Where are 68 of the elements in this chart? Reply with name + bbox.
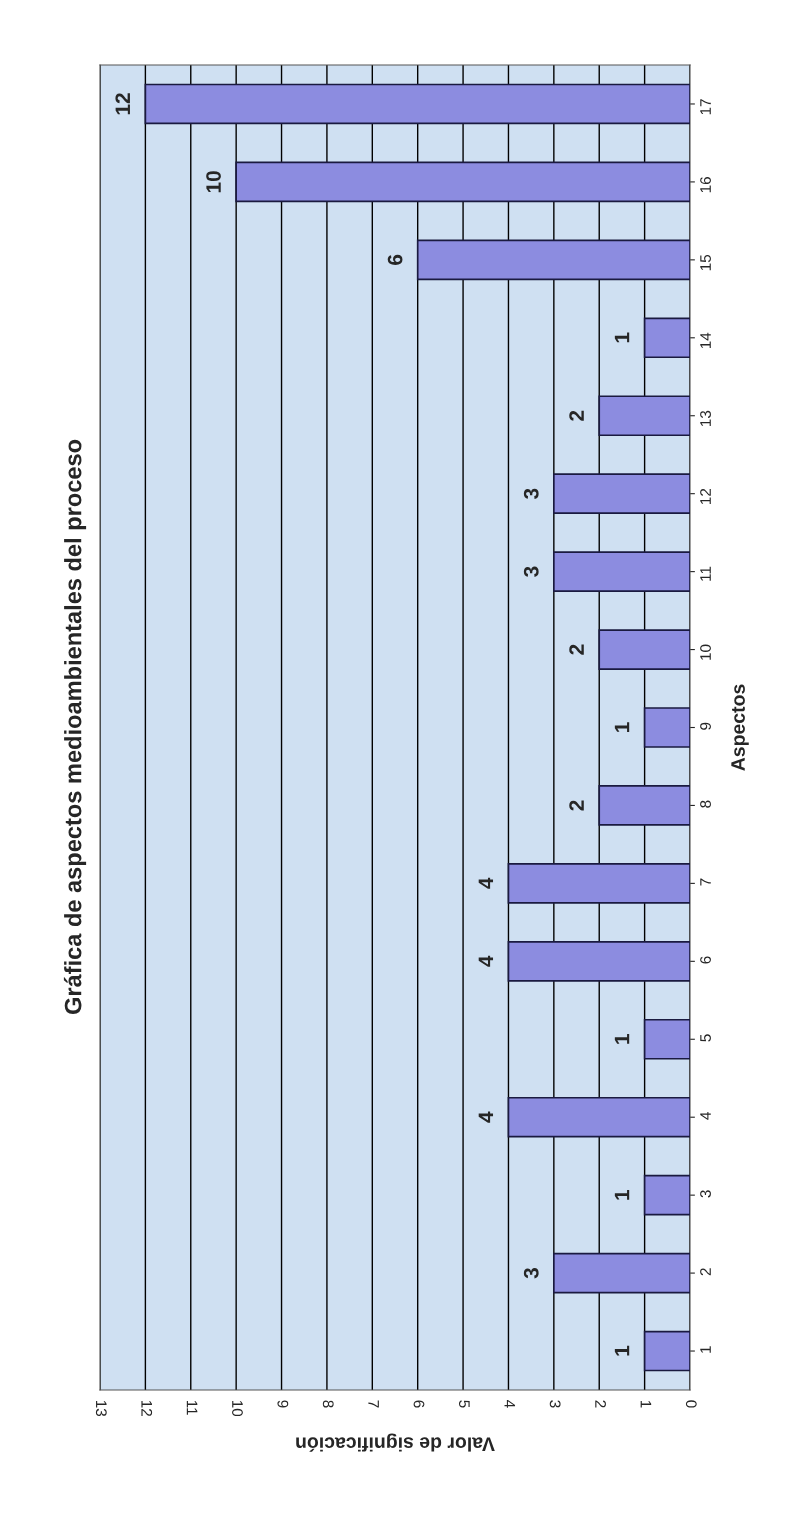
bar <box>553 551 690 592</box>
bar <box>643 1174 690 1216</box>
bar <box>144 83 690 125</box>
data-label: 12 <box>115 93 130 115</box>
y-tick-label: 11 <box>700 566 711 581</box>
bar <box>235 161 690 203</box>
bar <box>643 317 690 359</box>
text: Gráfica de aspectos medioambientales del proceso <box>63 439 87 1015</box>
y-tick-label: 8 <box>700 800 711 808</box>
x-tick-label: 12 <box>141 1400 153 1416</box>
data-label: 1 <box>614 1034 630 1044</box>
x-tick-label: 6 <box>413 1400 425 1408</box>
data-label: 4 <box>478 955 494 967</box>
data-label: 10 <box>206 171 221 193</box>
data-label: 2 <box>569 800 584 811</box>
y-tick-label: 4 <box>700 1112 711 1120</box>
bar <box>598 785 690 826</box>
y-tick-label: 1 <box>700 1346 711 1353</box>
data-label: 2 <box>569 410 584 421</box>
y-tick-label: 10 <box>700 644 711 660</box>
data-label: 1 <box>614 332 630 343</box>
x-tick-label: 2 <box>595 1400 606 1408</box>
x-tick-label: 10 <box>232 1400 243 1417</box>
bar <box>507 941 690 982</box>
x-tick-label: 1 <box>640 1400 652 1408</box>
x-tick-label: 11 <box>186 1400 198 1415</box>
data-label: 1 <box>614 1189 630 1200</box>
y-tick-label: 17 <box>700 99 711 115</box>
bar <box>598 395 690 437</box>
bar <box>643 1330 690 1372</box>
x-tick-label: 3 <box>549 1400 561 1408</box>
y-tick-label: 3 <box>700 1190 711 1198</box>
y-tick-label: 9 <box>700 722 711 730</box>
data-label: 4 <box>478 1111 494 1123</box>
y-axis-title: Aspectos <box>731 684 749 771</box>
y-tick-label: 14 <box>700 332 711 349</box>
x-tick-label: 13 <box>95 1400 107 1417</box>
y-tick-label: 6 <box>700 956 711 964</box>
x-tick-label: 8 <box>322 1400 334 1408</box>
bar <box>507 863 690 904</box>
data-label: 2 <box>569 644 584 655</box>
data-label: 3 <box>523 488 539 499</box>
x-tick-label: 4 <box>504 1400 516 1408</box>
x-tick-label: 5 <box>458 1400 470 1408</box>
y-tick-label: 2 <box>700 1268 711 1276</box>
x-tick-label: 0 <box>685 1400 697 1408</box>
y-tick-label: 16 <box>700 177 711 193</box>
data-label: 4 <box>478 877 494 889</box>
data-label: 1 <box>614 1345 630 1356</box>
y-tick-label: 5 <box>700 1034 711 1042</box>
bar <box>598 629 690 670</box>
y-tick-label: 7 <box>700 878 711 886</box>
y-tick-label: 12 <box>700 488 711 504</box>
data-label: 3 <box>523 566 539 577</box>
data-label: 3 <box>523 1268 539 1279</box>
y-tick-label: 15 <box>700 254 711 271</box>
y-tick-label: 13 <box>700 410 711 427</box>
data-label: 1 <box>614 722 630 732</box>
x-tick-label: 7 <box>368 1400 379 1408</box>
bar <box>643 707 690 748</box>
bar <box>553 473 690 514</box>
bar <box>416 239 690 281</box>
x-tick-label: 9 <box>277 1400 289 1408</box>
bar <box>553 1252 690 1294</box>
data-label: 6 <box>387 254 403 265</box>
bar <box>507 1096 690 1138</box>
bar <box>643 1018 690 1060</box>
x-axis-title: Valor de significación <box>296 1433 495 1452</box>
